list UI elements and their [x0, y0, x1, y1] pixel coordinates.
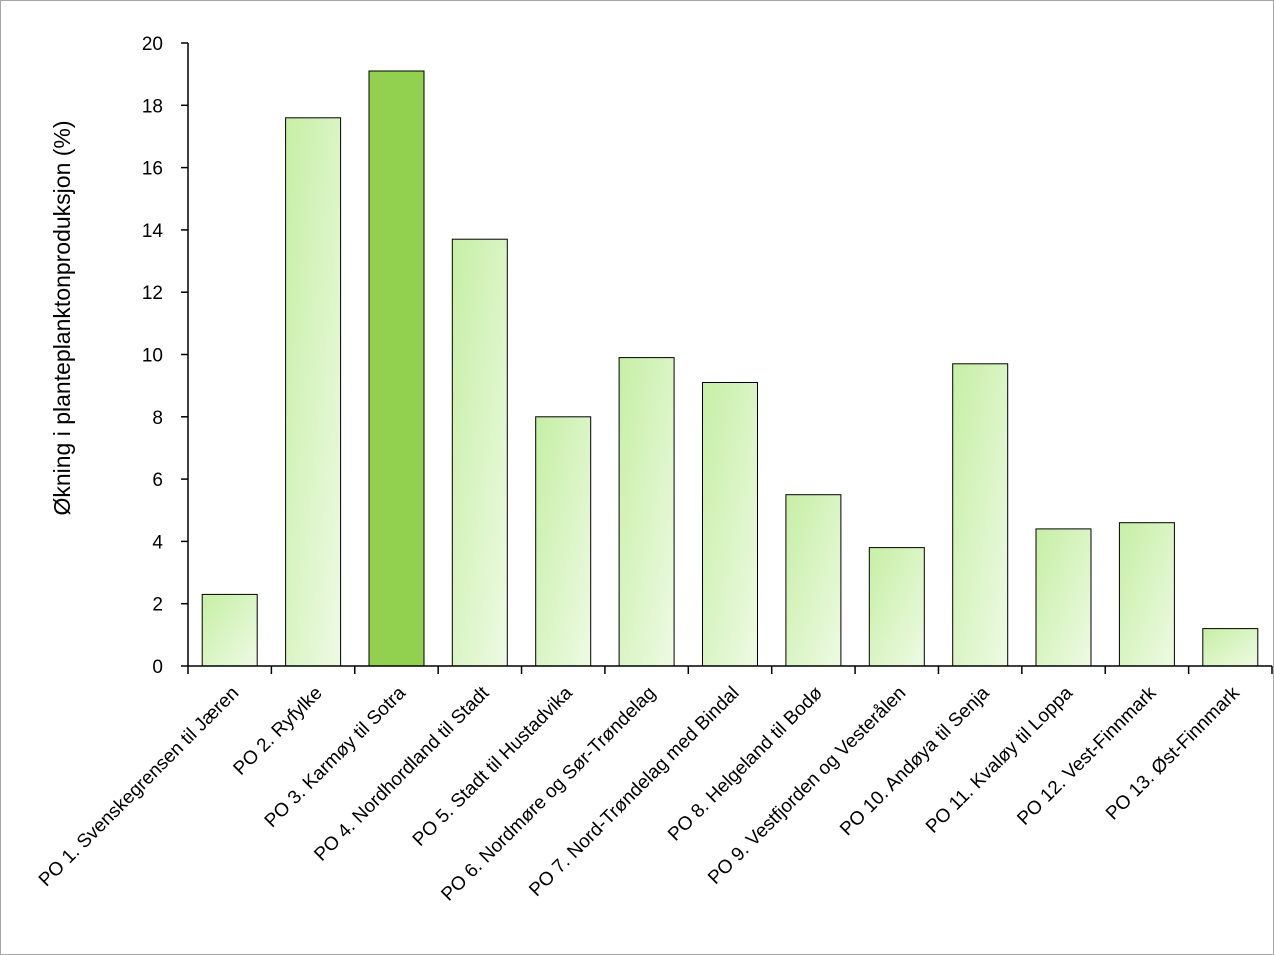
y-tick-label: 0: [152, 657, 163, 678]
bar-10: [952, 363, 1009, 667]
bar-6: [618, 357, 675, 667]
y-tick-label: 14: [142, 221, 164, 242]
bar-9: [868, 547, 925, 667]
x-category-label: PO 11. Kvaløy til Loppa: [922, 682, 1077, 837]
bar-4: [451, 238, 508, 667]
x-category-label: PO 10. Andøya til Senja: [836, 682, 994, 840]
bars-group: [201, 70, 1259, 667]
bar-2: [285, 117, 342, 667]
y-tick-label: 4: [152, 532, 163, 553]
y-axis: 0 2 4 6 8 10 12 14 16 18 20: [142, 34, 189, 678]
x-category-label: PO 4. Nordhordland til Stadt: [310, 682, 493, 865]
y-tick-label: 18: [142, 96, 163, 117]
bar-11: [1035, 528, 1092, 667]
bar-7: [702, 382, 758, 667]
x-category-label: PO 1. Svenskegrensen til Jæren: [35, 683, 243, 891]
bar-12: [1118, 522, 1175, 667]
y-tick-label: 12: [142, 283, 163, 304]
y-tick-label: 20: [142, 34, 163, 55]
x-category-label: PO 3. Karmøy til Sotra: [261, 682, 411, 832]
x-category-label: PO 12. Vest-Finnmark: [1013, 682, 1160, 829]
bar-3: [368, 70, 425, 667]
y-tick-label: 2: [152, 595, 163, 616]
y-tick-label: 10: [142, 346, 163, 367]
y-tick-label: 16: [142, 159, 163, 180]
y-tick-label: 6: [152, 470, 163, 491]
bar-13: [1202, 628, 1259, 667]
bar-8: [785, 494, 842, 667]
bar-5: [535, 416, 592, 667]
y-tick-label: 8: [152, 408, 163, 429]
y-axis-title: Økning i planteplanktonproduksjon (%): [49, 120, 75, 515]
bar-1: [201, 593, 258, 667]
x-category-label: PO 5. Stadt til Hustadvika: [409, 682, 577, 850]
x-category-label: PO 8. Helgeland til Bodø: [664, 682, 827, 845]
